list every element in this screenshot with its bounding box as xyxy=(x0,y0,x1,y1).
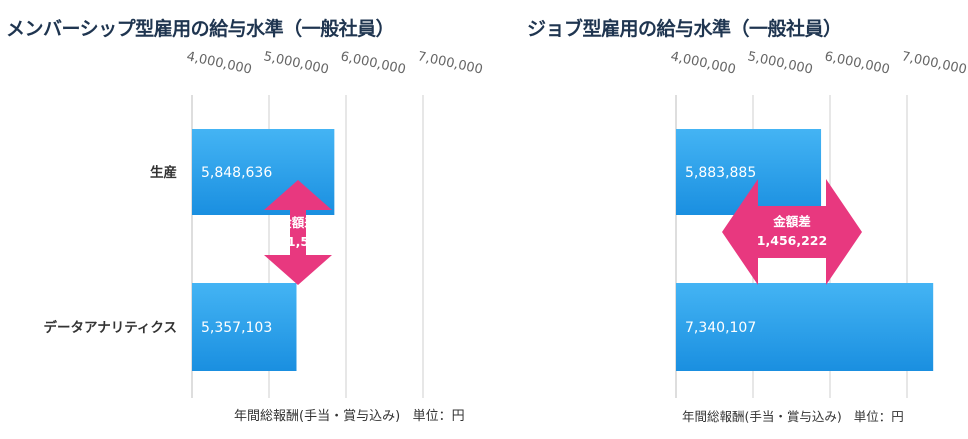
x-axis-label: 年間総報酬(手当・賞与込み) xyxy=(234,409,401,424)
difference-label: 金額差 xyxy=(772,214,811,229)
difference-value: 1,456,222 xyxy=(757,233,827,248)
x-tick-label: 7,000,000 xyxy=(900,49,968,77)
x-tick-label: 4,000,000 xyxy=(669,49,737,77)
x-tick-label: 6,000,000 xyxy=(823,49,891,77)
unit-label: 単位：円 xyxy=(853,409,904,424)
x-tick-label: 7,000,000 xyxy=(416,49,484,77)
difference-value: 491,533 xyxy=(270,234,327,249)
bar-value-label: 5,883,885 xyxy=(685,165,756,181)
difference-arrow xyxy=(722,179,862,285)
footer-note-membership: 年間総報酬(手当・賞与込み) 単位：円 xyxy=(234,405,465,424)
chart-title-membership: メンバーシップ型雇用の給与水準（一般社員） xyxy=(6,18,395,40)
bar-value-label: 5,848,636 xyxy=(201,165,272,181)
difference-label: 金額差 xyxy=(278,215,317,230)
bar-value-label: 7,340,107 xyxy=(685,320,756,336)
x-tick-label: 6,000,000 xyxy=(339,49,407,77)
job-salary-chart: 4,000,0005,000,0006,000,0007,000,0008,00… xyxy=(669,49,968,398)
x-axis-label: 年間総報酬(手当・賞与込み) xyxy=(682,409,842,424)
x-tick-label: 5,000,000 xyxy=(746,49,814,77)
bar-2 xyxy=(676,283,934,371)
x-tick-label: 4,000,000 xyxy=(185,49,253,77)
category-label: 生産 xyxy=(150,164,177,181)
difference-arrow xyxy=(264,180,332,285)
membership-salary-chart: 4,000,0005,000,0006,000,0007,000,0008,00… xyxy=(43,49,484,398)
x-tick-label: 5,000,000 xyxy=(262,49,330,77)
bar-value-label: 5,357,103 xyxy=(201,320,272,336)
chart-title-job: ジョブ型雇用の給与水準（一般社員） xyxy=(527,18,842,40)
bar-2 xyxy=(192,283,297,371)
footer-note-job: 年間総報酬(手当・賞与込み) 単位：円 xyxy=(682,406,904,425)
unit-label: 単位：円 xyxy=(412,409,465,424)
category-label: データアナリティクス xyxy=(43,319,177,336)
